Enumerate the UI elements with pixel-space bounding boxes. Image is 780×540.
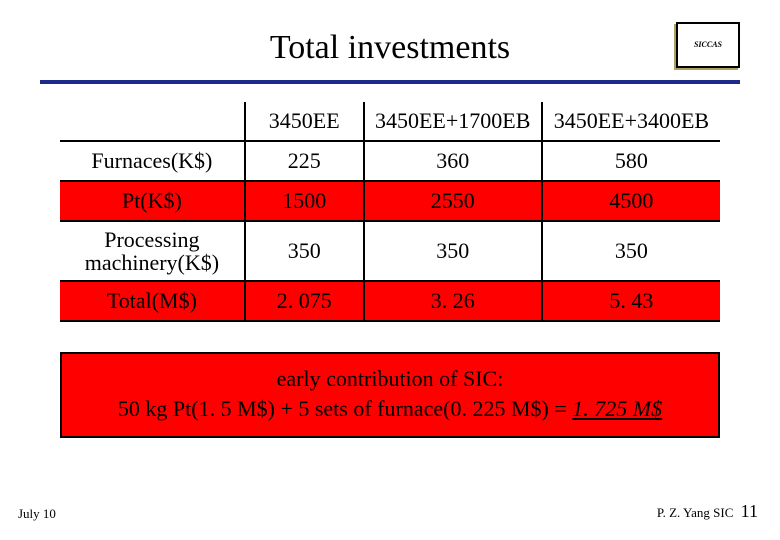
cell: 360 [364,141,542,181]
table-row: Furnaces(K$) 225 360 580 [60,141,720,181]
callout-wrap: early contribution of SIC: 50 kg Pt(1. 5… [60,352,720,437]
cell: 225 [245,141,364,181]
cell: 2550 [364,181,542,221]
cell: 350 [364,221,542,281]
page-number: 11 [741,501,758,521]
table-row: Total(M$) 2. 075 3. 26 5. 43 [60,281,720,321]
table-header-empty [60,102,245,141]
table-row: Pt(K$) 1500 2550 4500 [60,181,720,221]
footer-date: July 10 [18,506,56,522]
page-title: Total investments [270,29,510,67]
callout-line2: 50 kg Pt(1. 5 M$) + 5 sets of furnace(0.… [70,394,710,424]
cell: 1500 [245,181,364,221]
cell: 580 [542,141,720,181]
footer-author-text: P. Z. Yang SIC [657,505,734,520]
logo-text: SICCAS [692,39,724,51]
table-header-row: 3450EE 3450EE+1700EB 3450EE+3400EB [60,102,720,141]
row-label: Furnaces(K$) [60,141,245,181]
row-label: Processingmachinery(K$) [60,221,245,281]
slide: Total investments SICCAS 3450EE 3450EE+1… [0,0,780,540]
footer-author: P. Z. Yang SIC 11 [657,501,758,522]
table-header-col2: 3450EE+1700EB [364,102,542,141]
investment-table: 3450EE 3450EE+1700EB 3450EE+3400EB Furna… [60,102,720,322]
table-header-col3: 3450EE+3400EB [542,102,720,141]
contribution-callout: early contribution of SIC: 50 kg Pt(1. 5… [60,352,720,437]
callout-line2-prefix: 50 kg Pt(1. 5 M$) + 5 sets of furnace(0.… [118,396,572,421]
table-row: Processingmachinery(K$) 350 350 350 [60,221,720,281]
table-header-col1: 3450EE [245,102,364,141]
title-underline [40,80,740,84]
cell: 350 [245,221,364,281]
cell: 350 [542,221,720,281]
callout-line1: early contribution of SIC: [70,364,710,394]
callout-sum: 1. 725 M$ [572,396,662,421]
row-label: Total(M$) [60,281,245,321]
row-label: Pt(K$) [60,181,245,221]
cell: 2. 075 [245,281,364,321]
cell: 4500 [542,181,720,221]
cell: 3. 26 [364,281,542,321]
title-row: Total investments SICCAS [40,20,740,76]
logo-badge: SICCAS [676,22,740,68]
cell: 5. 43 [542,281,720,321]
investment-table-wrap: 3450EE 3450EE+1700EB 3450EE+3400EB Furna… [40,102,740,322]
